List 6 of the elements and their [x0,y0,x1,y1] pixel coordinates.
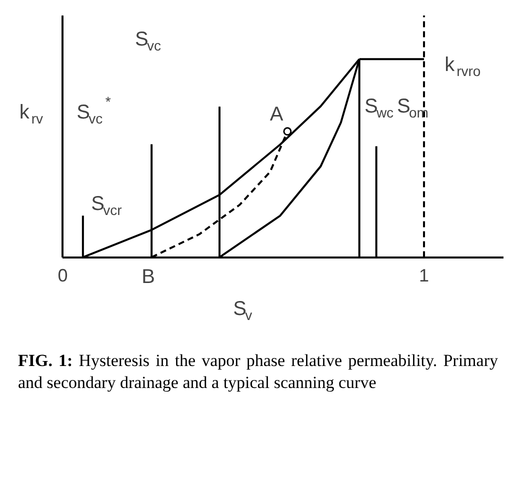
x-tick-label: 1 [419,265,430,286]
annotation: A [270,104,284,126]
text: * [105,94,111,110]
x-tick-label: 0 [58,265,68,286]
text: B [142,266,155,288]
caption: FIG. 1: Hysteresis in the vapor phase relative permeability. Primary and secondary drainage and a typical scanning curve [18,350,498,394]
